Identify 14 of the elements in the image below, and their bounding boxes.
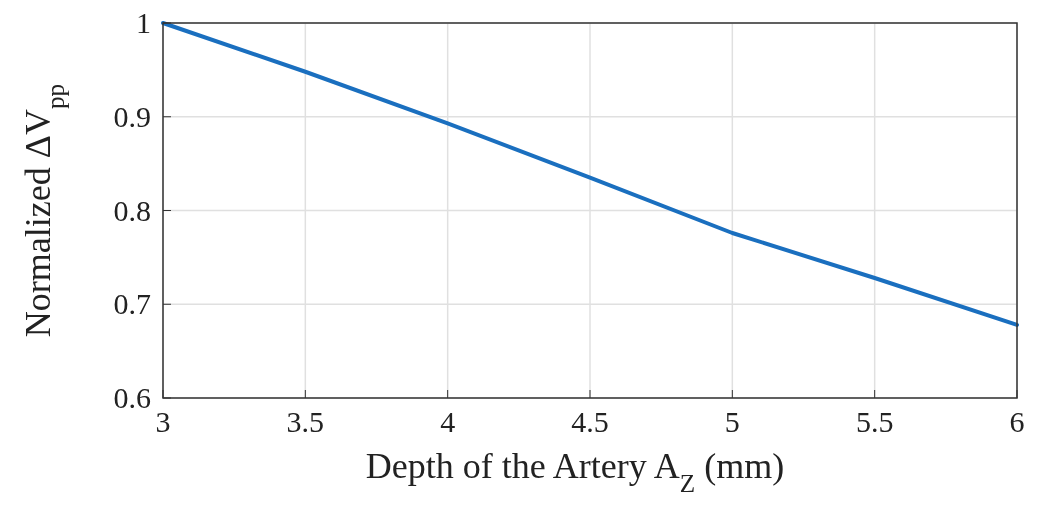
y-tick-label: 0.9: [113, 99, 151, 133]
x-tick-label: 5: [724, 405, 740, 438]
x-tick-label: 5.5: [855, 405, 894, 438]
y-tick-label: 1: [136, 6, 151, 39]
y-tick-label: 0.6: [113, 381, 151, 414]
y-tick-label: 0.8: [113, 193, 151, 227]
line-series: [161, 21, 1019, 327]
x-tick-label: 3.5: [286, 405, 325, 438]
x-tick-label: 4: [440, 405, 456, 438]
x-tick-label: 4.5: [571, 405, 609, 438]
y-tick-label: 0.7: [113, 287, 151, 321]
x-tick-label: 6: [1009, 405, 1025, 438]
x-axis-title: Depth of the Artery A$_{Z}$ (mm): [365, 446, 785, 497]
x-tick-label: 3: [155, 405, 171, 438]
